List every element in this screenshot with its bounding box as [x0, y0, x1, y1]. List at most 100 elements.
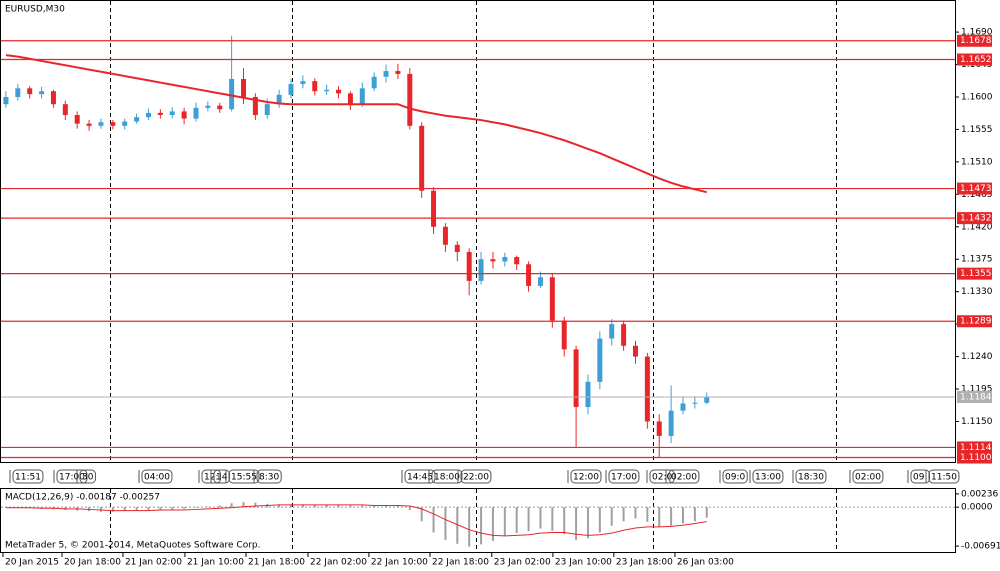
event-label: 09: [913, 473, 927, 483]
candle-body [585, 381, 591, 408]
x-tick-label: 22 Jan 18:00 [432, 558, 489, 568]
candle-body [704, 396, 710, 403]
candle-body [134, 117, 140, 122]
event-box [56, 469, 88, 484]
event-box [460, 469, 492, 484]
candle-body [62, 104, 68, 116]
candle-body [264, 104, 270, 116]
level-label: 1.1114 [960, 443, 992, 453]
level-label: 1.1100 [960, 453, 992, 463]
level-label: 1.1289 [960, 317, 992, 327]
y-tick-label: 1.1330 [961, 287, 993, 297]
level-box [957, 267, 992, 280]
macd-title: MACD(12,26,9) -0.00187 -0.00257 [5, 493, 160, 503]
level-box [957, 212, 992, 225]
event-label: 22:00 [463, 473, 489, 483]
event-label: 15:55 [231, 473, 257, 483]
y-tick-label: 0.0000 [961, 503, 993, 513]
x-tick-label: 23 Jan 02:00 [494, 558, 551, 568]
candle-body [50, 91, 56, 105]
event-label: 18:30 [798, 473, 824, 483]
y-tick-label: 1.1375 [961, 255, 993, 265]
candle-body [668, 410, 674, 436]
candle-body [312, 81, 318, 92]
y-tick-label: 1.1465 [961, 190, 993, 200]
event-label: 17:00 [611, 473, 637, 483]
event-box [228, 469, 260, 484]
y-tick-label: 1.1690 [961, 28, 993, 38]
candle-body [86, 123, 92, 126]
x-tick-label: 23 Jan 10:00 [555, 558, 612, 568]
event-box [12, 469, 44, 484]
event-label: 11:50 [931, 473, 957, 483]
candle-body [644, 356, 650, 422]
event-label: 02:0 [652, 473, 672, 483]
y-tick-label: 1.1150 [961, 417, 993, 427]
level-box [957, 53, 992, 66]
event-box [752, 469, 784, 484]
candle-body [336, 89, 342, 94]
candle-body [324, 89, 330, 92]
candle-body [288, 84, 294, 95]
candle-body [27, 88, 33, 95]
candle-body [169, 111, 175, 116]
candle-body [157, 112, 163, 116]
x-tick-label: 23 Jan 18:00 [616, 558, 673, 568]
candle-body [609, 324, 615, 339]
event-label: 18:00 [434, 473, 460, 483]
event-label: 02:00 [671, 473, 697, 483]
level-box [957, 315, 992, 328]
event-box [852, 469, 884, 484]
event-box [795, 469, 827, 484]
candle-body [145, 112, 151, 118]
y-tick-label: -0.00691 [961, 542, 1000, 552]
candle-body [419, 125, 425, 191]
level-label: 1.1678 [960, 36, 992, 46]
candle-body [431, 190, 437, 227]
bid-label: 1.1184 [960, 392, 992, 402]
event-label: 04:00 [144, 473, 170, 483]
candle-body [205, 105, 211, 108]
candle-body [74, 115, 80, 124]
event-box [431, 469, 463, 484]
candle-body [98, 122, 104, 126]
event-label: 11:51 [15, 473, 41, 483]
candle-body [490, 259, 496, 262]
candle-body [621, 324, 627, 346]
x-tick-label: 20 Jan 18:00 [64, 558, 121, 568]
candle-body [466, 252, 472, 281]
main-pane [0, 0, 956, 463]
candle-body [3, 96, 9, 105]
event-box [79, 469, 96, 484]
signal-line [5, 504, 707, 537]
candle-body [15, 88, 21, 97]
candle-body [407, 73, 413, 126]
x-tick-label: 22 Jan 02:00 [310, 558, 367, 568]
event-box [141, 469, 173, 484]
bid-box [957, 390, 992, 403]
y-tick-label: 1.1600 [961, 92, 993, 102]
candle-body [454, 244, 460, 253]
level-box [957, 441, 992, 454]
y-tick-label: 1.1240 [961, 352, 993, 362]
candle-body [359, 88, 365, 105]
candle-body [656, 421, 662, 436]
candle-body [502, 257, 508, 262]
x-tick-label: 21 Jan 02:00 [125, 558, 182, 568]
candle-body [252, 96, 258, 116]
event-box [404, 469, 436, 484]
candle-body [229, 78, 235, 110]
event-box [649, 469, 675, 484]
candle-body [241, 78, 247, 97]
level-box [957, 451, 992, 464]
level-label: 1.1473 [960, 184, 992, 194]
copyright: MetaTrader 5, © 2001-2014, MetaQuotes So… [5, 541, 261, 551]
moving-average [5, 54, 707, 194]
x-tick-label: 21 Jan 10:00 [187, 558, 244, 568]
event-box [722, 469, 748, 484]
level-box [957, 34, 992, 47]
x-tick-label: 21 Jan 18:00 [248, 558, 305, 568]
event-label: 8:30 [259, 473, 279, 483]
candle-body [347, 93, 353, 105]
